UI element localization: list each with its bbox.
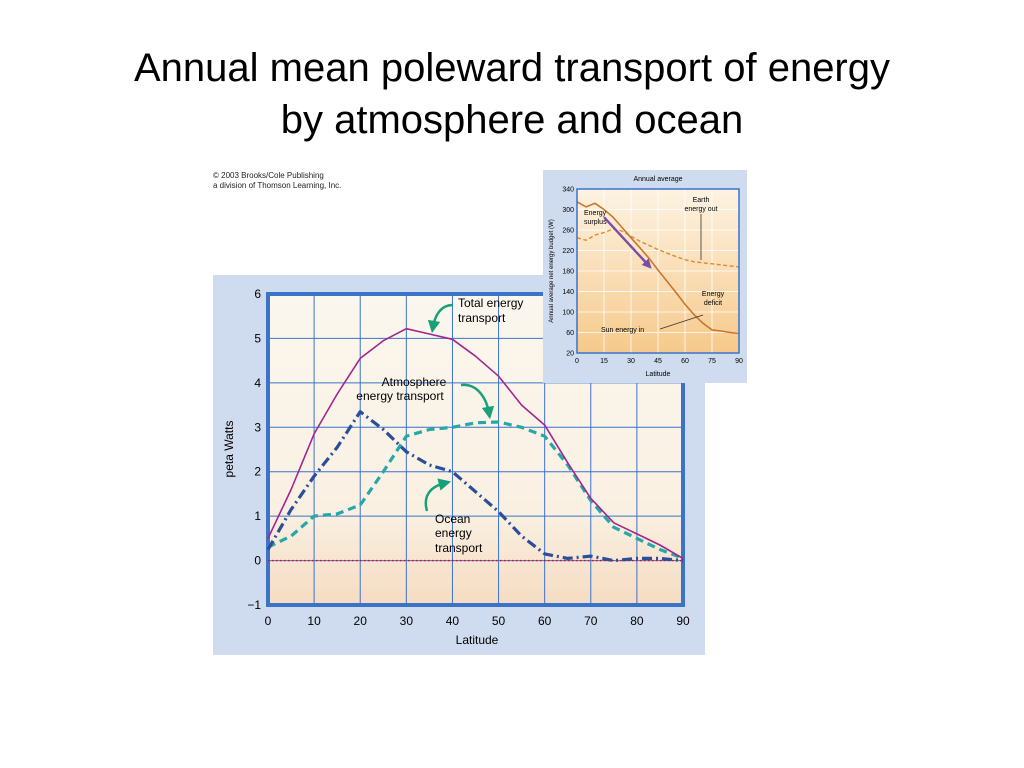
slide-title-line-1: Annual mean poleward transport of energy [133, 46, 890, 90]
main-x-tick-label: 0 [265, 614, 272, 628]
inset-x-tick-label: 75 [708, 358, 716, 365]
inset-y-axis-label: Annual average net energy budget (W) [549, 219, 555, 322]
ocean-series-line [266, 410, 684, 563]
inset-y-tick-label: 60 [566, 330, 574, 337]
copyright-line-1: © 2003 Brooks/Cole Publishing [213, 171, 324, 180]
main-x-tick-label: 20 [354, 614, 368, 628]
ocean-annotation-line-1: Ocean [435, 512, 470, 526]
inset-x-tick-label: 45 [654, 358, 662, 365]
total-annotation-line-2: transport [458, 311, 506, 325]
inset-earth-label-line-1: Earth [693, 197, 710, 204]
inset-y-tick-label: 100 [562, 310, 574, 317]
main-y-tick-label: 3 [254, 420, 261, 434]
inset-y-tick-label: 180 [562, 269, 574, 276]
slide-title-line-2: by atmosphere and ocean [280, 98, 744, 142]
main-x-tick-label: 30 [400, 614, 414, 628]
main-y-tick-label: 0 [254, 554, 261, 568]
inset-y-tick-label: 140 [562, 289, 574, 296]
atmosphere-series-line [267, 420, 684, 560]
slide-title: Annual mean poleward transport of energy… [0, 42, 1024, 146]
atmosphere-annotation-arrow [460, 383, 495, 420]
inset-earth-energy-out-line [576, 228, 740, 268]
total-annotation-arrow [427, 303, 454, 334]
main-x-tick-label: 10 [307, 614, 321, 628]
main-y-tick-label: 4 [254, 376, 261, 390]
main-x-tick-label: 40 [446, 614, 460, 628]
inset-x-axis-label: Latitude [646, 371, 671, 378]
atmosphere-annotation: Atmosphere energy transport [356, 375, 495, 420]
inset-sun-pointer [659, 314, 704, 330]
inset-x-tick-label: 15 [600, 358, 608, 365]
main-x-tick-label: 60 [538, 614, 552, 628]
inset-y-tick-label: 220 [562, 248, 574, 255]
main-x-tick-label: 50 [492, 614, 506, 628]
ocean-annotation: Ocean energy transport [424, 478, 483, 555]
total-annotation: Total energy transport [427, 296, 523, 334]
main-y-axis-label: peta Watts [222, 421, 236, 478]
main-series-lines [266, 327, 684, 563]
total-annotation-line-1: Total energy [458, 296, 523, 310]
main-x-axis-label: Latitude [456, 633, 499, 647]
main-y-tick-label: −1 [247, 598, 261, 612]
inset-x-tick-label: 0 [575, 358, 579, 365]
inset-transport-arrow [603, 216, 652, 269]
atmosphere-annotation-line-2: energy transport [356, 389, 444, 403]
ocean-annotation-arrow [424, 478, 452, 512]
inset-plot-frame [576, 188, 740, 354]
total-series-line [267, 327, 684, 560]
inset-surplus-label-line-2: surplus [584, 219, 607, 226]
inset-sun-energy-in-line [576, 201, 740, 335]
inset-x-tick-label: 30 [627, 358, 635, 365]
inset-deficit-label-line-2: deficit [704, 300, 722, 307]
inset-series-lines [576, 201, 740, 335]
inset-y-tick-label: 260 [562, 228, 574, 235]
main-x-tick-label: 80 [630, 614, 644, 628]
inset-earth-label-line-2: energy out [684, 206, 717, 213]
inset-surplus-label-line-1: Energy [584, 210, 607, 217]
inset-deficit-label-line-1: Energy [702, 291, 725, 298]
copyright-line-2: a division of Thomson Learning, Inc. [213, 181, 342, 190]
inset-y-tick-label: 340 [562, 187, 574, 194]
main-plot-frame [266, 292, 685, 607]
ocean-annotation-line-2: energy [435, 526, 472, 540]
inset-tick-labels: 0 15 30 45 60 75 90 340 300 260 220 180 140 100 60 20 [562, 187, 743, 366]
inset-title: Annual average [633, 176, 682, 183]
main-x-tick-label: 70 [584, 614, 598, 628]
atmosphere-annotation-line-1: Atmosphere [382, 375, 447, 389]
main-y-tick-label: 2 [254, 465, 261, 479]
inset-x-tick-label: 60 [681, 358, 689, 365]
copyright-notice: © 2003 Brooks/Cole Publishing a division… [213, 171, 341, 191]
main-y-tick-label: 1 [254, 509, 261, 523]
ocean-annotation-line-3: transport [435, 541, 483, 555]
main-y-tick-label: 5 [254, 331, 261, 345]
inset-y-tick-label: 20 [566, 351, 574, 358]
main-x-tick-label: 90 [676, 614, 690, 628]
annual-average-inset-chart: 0 15 30 45 60 75 90 340 300 260 220 180 140 100 60 20 A… [543, 170, 747, 383]
main-y-tick-label: 6 [254, 287, 261, 301]
inset-sun-label: Sun energy in [601, 327, 644, 334]
inset-x-tick-label: 90 [735, 358, 743, 365]
inset-y-tick-label: 300 [562, 207, 574, 214]
